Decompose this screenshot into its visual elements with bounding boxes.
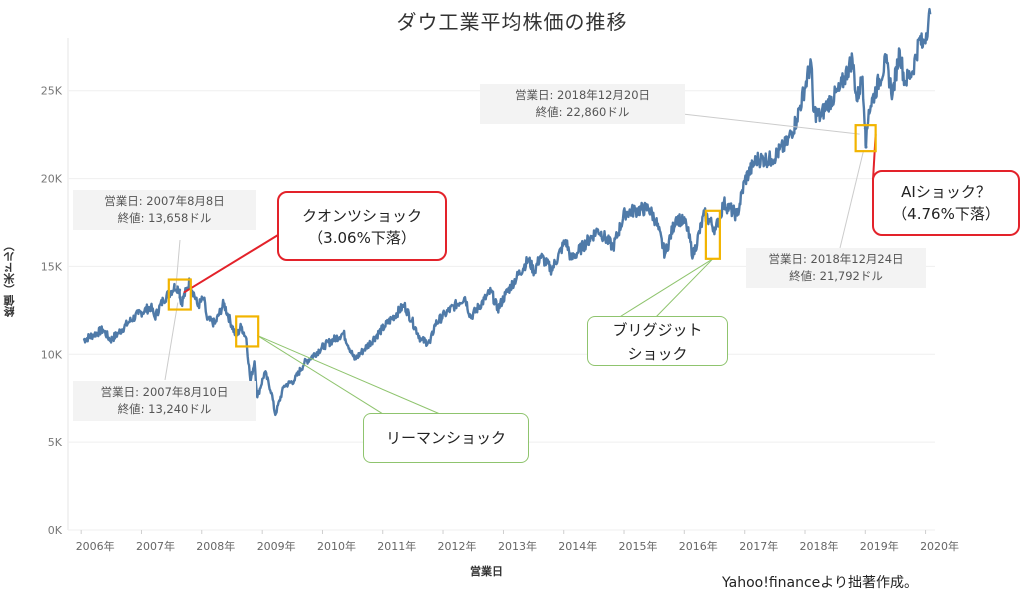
callout-line: ショック	[627, 345, 688, 363]
annotation-connectors	[164, 111, 877, 415]
connector-quant-callout	[183, 234, 279, 294]
series-line	[82, 7, 932, 417]
highlight-brexit-shock	[704, 209, 721, 260]
annotation-line: 終値: 13,658ドル	[117, 211, 212, 225]
x-tick-label: 2014年	[558, 539, 597, 553]
annotation-line: 営業日: 2018年12月24日	[768, 252, 904, 266]
callout-quant-shock: クオンツショック （3.06%下落）	[277, 191, 447, 261]
y-tick-labels: 0K 5K 10K 15K 20K 25K	[41, 85, 63, 537]
x-tick-label: 2009年	[257, 539, 296, 553]
callout-line: クオンツショック	[301, 207, 422, 225]
annotation-box-2007-08-08: 営業日: 2007年8月8日 終値: 13,658ドル	[73, 190, 256, 230]
annotation-box-2018-12-20: 営業日: 2018年12月20日 終値: 22,860ドル	[480, 84, 685, 124]
callout-ai-shock: AIショック？ （4.76%下落）	[872, 170, 1020, 236]
annotation-line: 終値: 13,240ドル	[117, 402, 212, 416]
highlight-lehman-shock	[235, 315, 260, 348]
x-tick-label: 2007年	[136, 539, 175, 553]
annotation-box-2007-08-10: 営業日: 2007年8月10日 終値: 13,240ドル	[73, 381, 256, 421]
x-tick-label: 2016年	[679, 539, 718, 553]
callout-line: リーマンショック	[385, 429, 506, 447]
connector-2007-08-10	[164, 302, 179, 381]
highlight-ai-shock	[854, 124, 877, 153]
connector-2018-12-20	[664, 111, 860, 135]
x-tick-label: 2012年	[438, 539, 477, 553]
y-tick-label: 10K	[41, 348, 63, 361]
annotated-point	[178, 295, 182, 299]
chart-title: ダウ工業平均株価の推移	[396, 10, 628, 34]
series-layer	[82, 7, 932, 417]
connector-lehman-callout	[256, 334, 441, 415]
x-tick-label: 2020年	[920, 539, 959, 553]
x-tick-label: 2013年	[498, 539, 537, 553]
x-tick-label: 2010年	[317, 539, 356, 553]
x-tick-label: 2015年	[619, 539, 658, 553]
connector-brexit-callout-2	[654, 258, 714, 319]
y-axis-label: 終値（米ドル）	[3, 240, 16, 317]
x-axis-label: 営業日	[470, 565, 503, 578]
annotation-line: 終値: 21,792ドル	[789, 269, 883, 283]
x-tick-label: 2019年	[860, 539, 899, 553]
connector-2018-12-24	[839, 150, 865, 249]
annotated-point	[178, 288, 182, 292]
x-tick-label: 2008年	[196, 539, 235, 553]
annotated-point	[864, 145, 868, 149]
annotation-line: 営業日: 2007年8月8日	[104, 194, 225, 208]
callout-line: ブリグジット	[612, 321, 703, 339]
annotation-line: 終値: 22,860ドル	[535, 105, 630, 119]
y-tick-label: 0K	[48, 524, 63, 537]
annotated-point	[863, 126, 867, 130]
y-tick-label: 25K	[41, 85, 63, 98]
callout-brexit-shock: ブリグジット ショック	[587, 316, 728, 366]
callout-line: AIショック？	[901, 183, 991, 201]
source-note: Yahoo!financeより拙著作成。	[722, 575, 918, 591]
connector-lehman-callout-2	[256, 335, 384, 415]
callout-line: （4.76%下落）	[892, 205, 1000, 223]
highlight-boxes	[167, 124, 877, 348]
callout-lehman-shock: リーマンショック	[363, 413, 529, 463]
y-tick-label: 5K	[48, 436, 63, 449]
x-tick-label: 2006年	[76, 539, 115, 553]
annotation-line: 営業日: 2007年8月10日	[100, 385, 229, 399]
x-tick-labels: 2006年 2007年 2008年 2009年 2010年 2011年 2012年 2013年…	[76, 539, 959, 553]
connector-brexit-callout	[617, 258, 714, 319]
y-tick-label: 15K	[41, 260, 63, 273]
annotation-line: 営業日: 2018年12月20日	[514, 88, 651, 102]
callout-line: （3.06%下落）	[308, 229, 416, 247]
x-tick-label: 2011年	[377, 539, 416, 553]
x-tick-label: 2018年	[800, 539, 839, 553]
x-tick-label: 2017年	[739, 539, 778, 553]
connector-2007-08-08	[175, 239, 181, 289]
highlight-quant-shock	[167, 278, 192, 311]
annotation-box-2018-12-24: 営業日: 2018年12月24日 終値: 21,792ドル	[746, 248, 926, 288]
y-tick-label: 20K	[41, 173, 63, 186]
